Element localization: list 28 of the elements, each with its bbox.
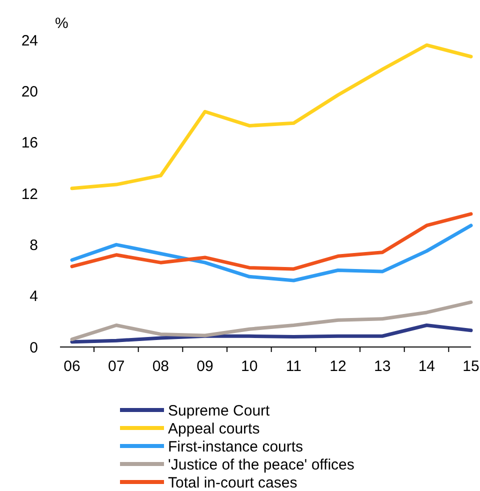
- x-tick-label: 07: [108, 358, 125, 375]
- line-series: [70, 224, 473, 282]
- y-axis-title: %: [55, 15, 68, 32]
- x-tick-label: 15: [462, 358, 480, 375]
- x-tick-label: 13: [374, 358, 391, 375]
- x-tick-label: 11: [286, 358, 302, 375]
- x-tick-label: 06: [64, 358, 80, 375]
- line-series: [70, 212, 473, 271]
- y-tick-label: 16: [21, 134, 38, 152]
- x-tick-label: 08: [152, 358, 170, 375]
- x-tick-label: 10: [240, 358, 258, 375]
- y-tick-label: 0: [30, 339, 38, 356]
- legend-label: Appeal courts: [168, 420, 260, 438]
- legend-label: Total in-court cases: [168, 474, 298, 491]
- x-tick-label: 14: [418, 358, 436, 375]
- line-series: [70, 324, 473, 344]
- y-tick-label: 4: [30, 288, 38, 306]
- x-tick-label: 09: [196, 358, 214, 375]
- line-series: [70, 43, 473, 190]
- y-tick-label: 8: [30, 236, 38, 254]
- legend-label: 'Justice of the peace' offices: [168, 456, 354, 474]
- legend-label: First-instance courts: [168, 438, 304, 456]
- y-tick-label: 12: [21, 186, 38, 203]
- x-tick-label: 12: [330, 358, 346, 375]
- y-tick-label: 20: [21, 83, 38, 100]
- legend-label: Supreme Court: [168, 402, 271, 420]
- y-tick-label: 24: [21, 32, 38, 50]
- line-series: [70, 300, 473, 342]
